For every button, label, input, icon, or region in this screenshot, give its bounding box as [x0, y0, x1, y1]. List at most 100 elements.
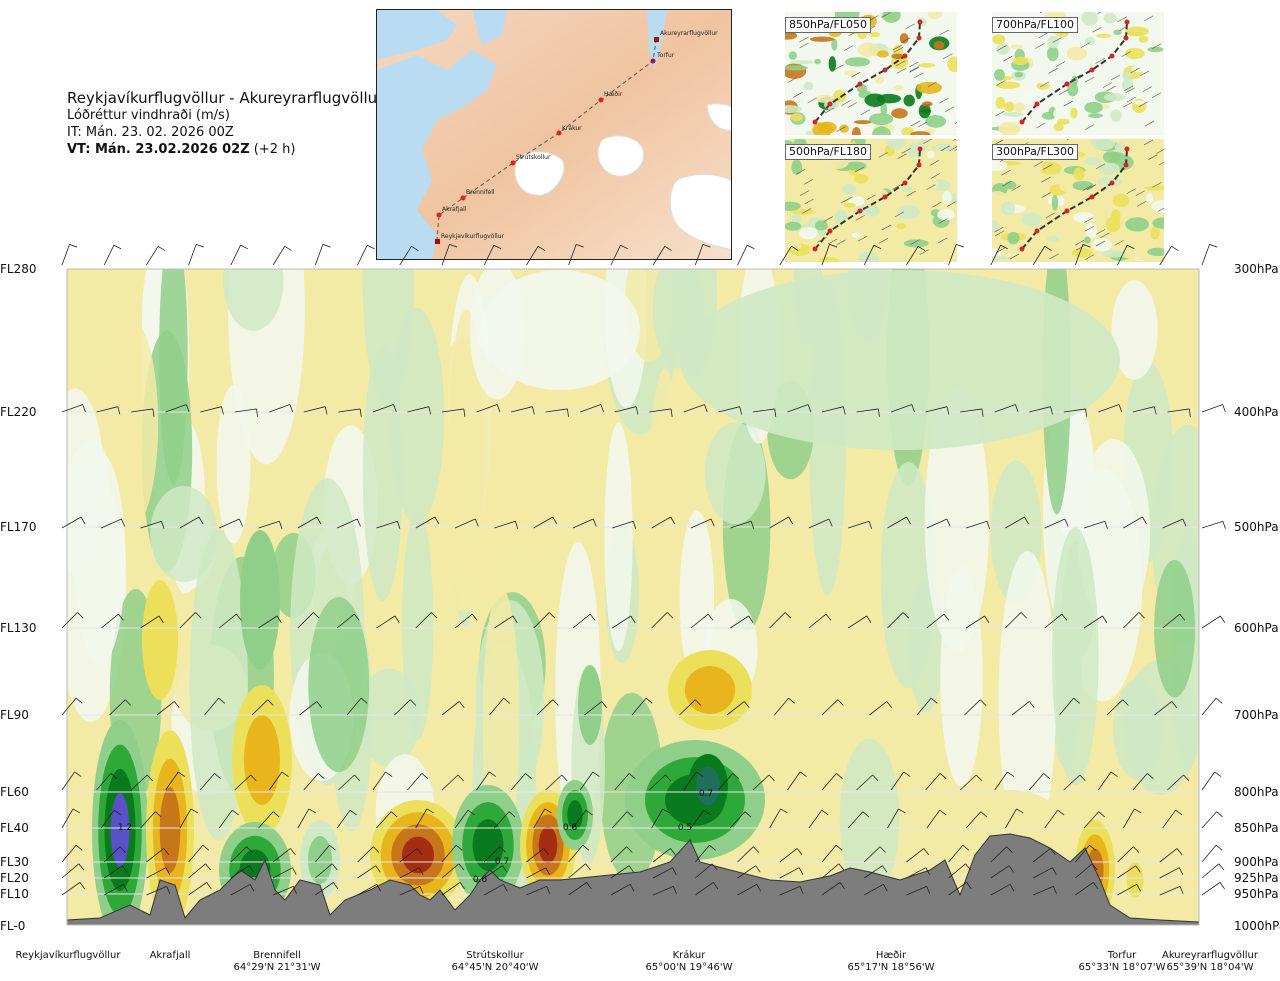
- wind-barb: [695, 882, 719, 896]
- mini-map-blob: [996, 43, 1010, 55]
- wind-barb: [863, 846, 886, 863]
- wind-barb: [887, 612, 910, 629]
- mini-map-marker: [857, 81, 863, 87]
- wind-barb: [188, 243, 204, 266]
- mini-map-blob: [1070, 107, 1078, 119]
- wind-barb: [103, 865, 128, 879]
- wind-core: [402, 836, 434, 874]
- wind-barb: [533, 516, 558, 529]
- mini-map-blob: [1007, 231, 1020, 245]
- value-label: 1.2: [118, 823, 132, 833]
- waypoint-coord: 65°33'N 18°07'W: [1078, 962, 1166, 973]
- mini-map-marker: [882, 194, 888, 200]
- wind-barb: [610, 846, 633, 863]
- mini-map-blob: [789, 60, 814, 65]
- mini-map-barb: [919, 249, 929, 255]
- wind-barb: [415, 516, 440, 529]
- wind-barb: [808, 518, 833, 529]
- mini-map-barb: [1140, 70, 1150, 77]
- mini-map-blob: [1138, 35, 1149, 43]
- mini-map-blob: [918, 62, 936, 68]
- mini-map-barb: [802, 208, 812, 214]
- wind-barb: [965, 615, 990, 629]
- wind-barb: [694, 243, 711, 266]
- mini-map-blob: [947, 56, 957, 72]
- wind-core: [240, 530, 280, 670]
- mini-map-blob: [1081, 12, 1099, 26]
- mini-map-barb: [807, 97, 817, 104]
- mini-map-barb: [1048, 68, 1058, 74]
- wind-barb: [612, 520, 637, 529]
- waypoint-label: Strútskollur 64°45'N 20°40'W: [452, 950, 539, 974]
- wind-barb: [863, 865, 888, 879]
- wind-barb: [258, 520, 283, 529]
- wind-barb: [230, 244, 248, 266]
- wind-barb: [610, 865, 634, 879]
- mini-map-blob: [941, 190, 952, 205]
- wind-barb: [441, 243, 458, 266]
- y-tick-left: FL60: [0, 785, 29, 799]
- map-marker-krakur: [556, 130, 562, 136]
- waypoint-name: Reykjavíkurflugvöllur: [15, 950, 121, 961]
- wind-barb: [140, 811, 162, 829]
- mini-map-barb: [945, 106, 955, 112]
- mini-map-barb: [1157, 207, 1164, 212]
- wind-barb: [494, 615, 518, 629]
- wind-barb: [752, 774, 775, 791]
- field-blob: [924, 388, 990, 653]
- mini-map-blob: [1103, 12, 1117, 24]
- y-tick-right: 700hPa: [1234, 708, 1279, 722]
- mini-map-blob: [808, 175, 827, 188]
- mini-map-850-svg: [785, 12, 957, 135]
- mini-map-blob: [1051, 194, 1059, 211]
- mini-map-marker: [902, 180, 908, 186]
- value-label: 0.6: [563, 823, 578, 833]
- wind-barb: [101, 613, 124, 629]
- wind-barb: [1162, 613, 1186, 629]
- mini-map-barb: [878, 152, 888, 158]
- y-tick-right: 925hPa: [1234, 871, 1279, 885]
- mini-map-blob: [785, 31, 798, 40]
- wind-barb: [372, 404, 397, 413]
- mini-map-blob: [903, 239, 929, 248]
- mini-map-blob: [817, 121, 837, 134]
- parameter-subtitle: Lóðréttur vindhraði (m/s): [67, 108, 230, 123]
- wind-barb: [441, 882, 465, 896]
- mini-map-blob: [870, 192, 878, 198]
- wind-barb: [990, 883, 1015, 896]
- mini-map-barb: [1038, 32, 1048, 39]
- wind-barb: [568, 863, 591, 879]
- waypoint-coord: 64°45'N 20°40'W: [451, 962, 539, 973]
- wind-core: [538, 826, 558, 864]
- wind-barb: [959, 774, 983, 791]
- wind-barb: [346, 697, 368, 716]
- mini-map-blob: [997, 245, 1012, 257]
- mini-map-barb: [1092, 26, 1102, 33]
- field-blob: [159, 269, 188, 485]
- mini-map-barb: [896, 60, 906, 66]
- wind-barb: [510, 773, 532, 791]
- wind-barb: [906, 246, 926, 266]
- field-blob: [362, 269, 414, 407]
- field-blob: [216, 384, 251, 544]
- wind-barb: [314, 243, 331, 266]
- mini-map-blob: [1032, 189, 1049, 201]
- mini-map-barb: [906, 190, 916, 197]
- mini-map-barb: [836, 239, 846, 246]
- mini-map-barb: [927, 81, 937, 88]
- wind-barb: [821, 773, 843, 791]
- mini-map-blob: [1021, 212, 1042, 227]
- mini-map-blob: [877, 252, 891, 259]
- issue-time: IT: Mán. 23. 02. 2026 00Z: [67, 125, 234, 140]
- mini-map-barb: [827, 238, 838, 245]
- valid-offset: (+2 h): [253, 142, 296, 157]
- mini-map-barb: [847, 102, 857, 108]
- mini-map-barb: [1143, 139, 1154, 146]
- waypoint-coord: 65°00'N 19°46'W: [645, 962, 733, 973]
- wind-barb: [140, 615, 164, 629]
- mini-map-blob: [791, 159, 803, 175]
- mini-map-barb: [793, 92, 803, 98]
- mini-map-blob: [1041, 96, 1067, 105]
- wind-barb: [483, 846, 506, 863]
- mini-map-barb: [1084, 76, 1095, 83]
